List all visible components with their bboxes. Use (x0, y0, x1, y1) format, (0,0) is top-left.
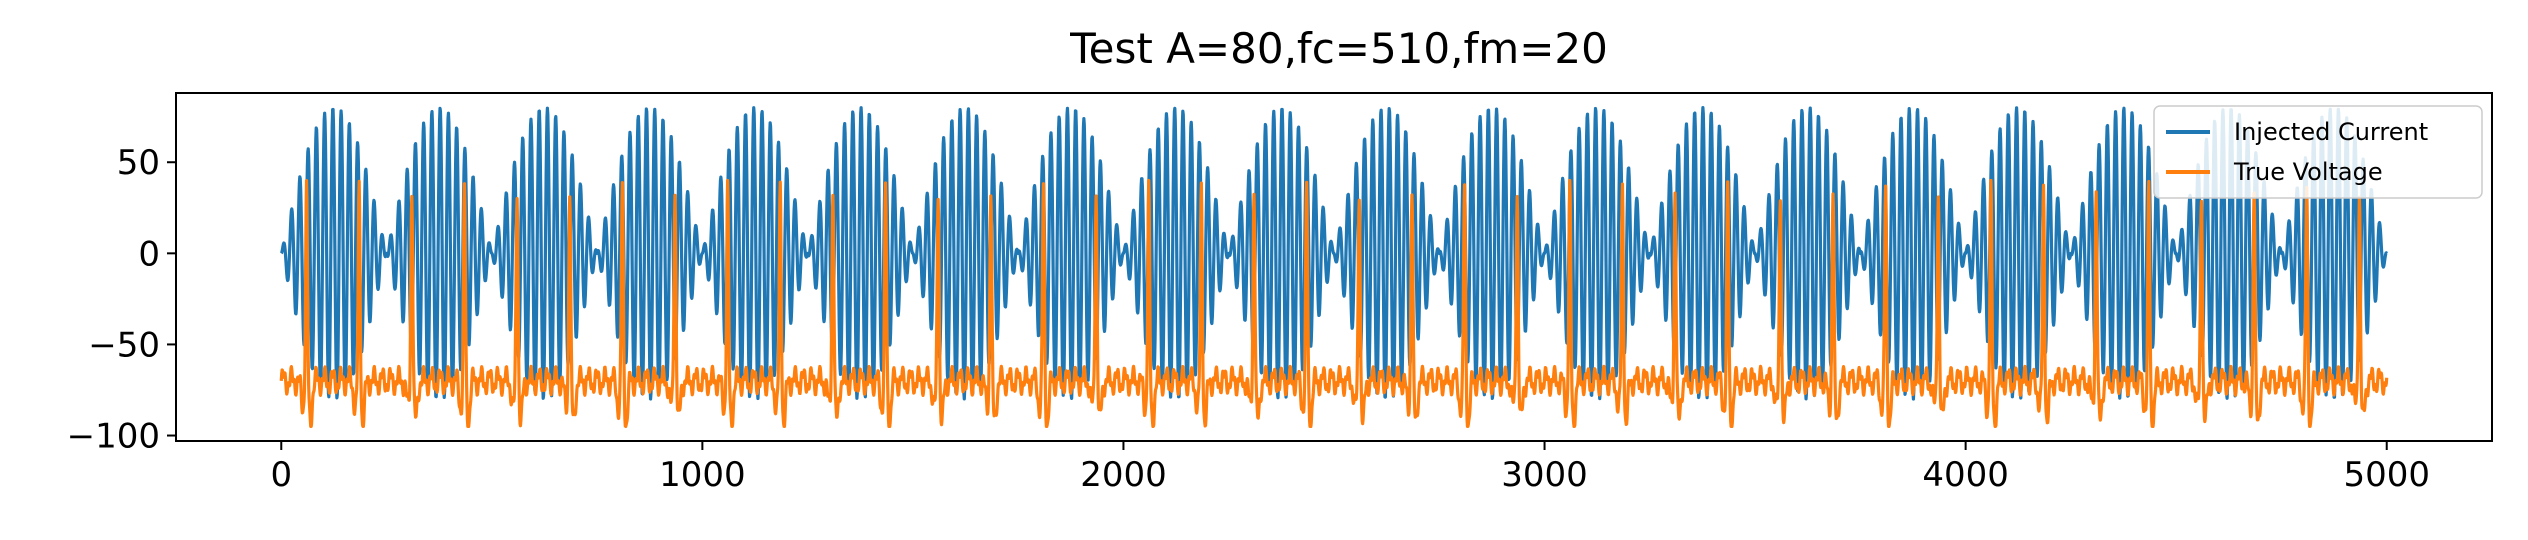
legend-label: True Voltage (2233, 158, 2383, 186)
x-tick-label: 0 (270, 455, 292, 495)
plot-area (279, 106, 2389, 429)
legend-box (2153, 105, 2483, 199)
y-tick-label: 50 (117, 143, 160, 183)
legend: Injected Current True Voltage (2153, 105, 2483, 199)
x-tick-label: 3000 (1501, 455, 1588, 495)
y-tick-label: −50 (88, 325, 160, 365)
axes: 0 1000 2000 3000 4000 5000 50 0 −50 −100 (67, 92, 2493, 495)
x-tick-label: 5000 (2343, 455, 2430, 495)
series-line-injected-current (279, 106, 2389, 401)
y-tick-label: −100 (67, 417, 160, 457)
series-line-true-voltage (279, 178, 2389, 429)
x-tick-label: 4000 (1922, 455, 2009, 495)
x-tick-label: 2000 (1080, 455, 1167, 495)
plot-frame (175, 92, 2493, 442)
x-tick-label: 1000 (659, 455, 746, 495)
chart-title: Test A=80,fc=510,fm=20 (1069, 24, 1608, 73)
y-tick-label: 0 (138, 234, 160, 274)
legend-label: Injected Current (2234, 118, 2428, 146)
